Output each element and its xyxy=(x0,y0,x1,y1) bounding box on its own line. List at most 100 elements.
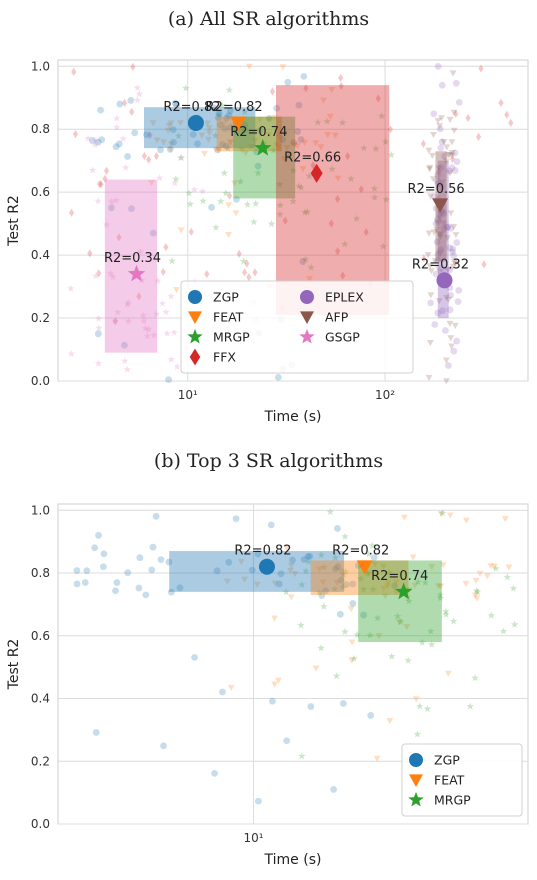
chart-1-point-zgp xyxy=(232,515,240,523)
chart-0-ytick-label: 1.0 xyxy=(31,59,50,73)
chart-0-point-afp xyxy=(426,164,434,171)
chart-1-median-zgp xyxy=(258,558,275,575)
chart-1-point-mrgp xyxy=(320,602,328,610)
chart-0-ytick-label: 0.4 xyxy=(31,248,50,262)
chart-0-point-afp xyxy=(428,152,436,160)
chart-1-point-mrgp xyxy=(341,567,350,575)
chart-0-point-afp xyxy=(431,258,439,265)
chart-0-point-zgp xyxy=(173,101,181,109)
chart-0-point-eplex xyxy=(451,149,459,157)
chart-1-ytick-label: 0.2 xyxy=(31,754,50,768)
chart-0-point-mrgp xyxy=(370,193,379,201)
chart-0-point-gsgp xyxy=(88,166,97,174)
chart-0-point-afp xyxy=(449,70,457,77)
chart-0-point-ffx xyxy=(130,62,136,71)
chart-0-point-gsgp xyxy=(163,329,171,337)
chart-1-point-zgp xyxy=(135,584,143,592)
chart-0-point-mrgp xyxy=(382,195,391,203)
chart-0-annotation-afp: R2=0.56 xyxy=(408,182,465,197)
chart-1-box-zgp xyxy=(169,551,345,592)
chart-1-point-feat xyxy=(505,564,513,571)
chart-1-box-mrgp xyxy=(358,560,442,643)
chart-0-point-gsgp xyxy=(141,324,150,332)
chart-1-point-mrgp xyxy=(368,541,376,549)
chart-0-point-eplex xyxy=(446,266,454,274)
chart-0-legend-marker-mrgp xyxy=(187,328,203,344)
chart-0-point-afp xyxy=(438,115,445,122)
chart-0-point-eplex xyxy=(450,347,458,355)
chart-1-point-zgp xyxy=(142,591,150,599)
chart-1-point-feat xyxy=(223,578,231,585)
chart-0-point-zgp xyxy=(284,78,292,86)
chart-0-point-gsgp xyxy=(113,123,121,131)
chart-0-point-ffx xyxy=(153,151,160,161)
chart-0-point-zgp xyxy=(300,72,308,80)
chart-0-point-eplex xyxy=(437,144,445,152)
chart-0-iqr-boxes xyxy=(104,85,449,353)
chart-0-point-mrgp xyxy=(301,255,310,263)
chart-0-point-eplex xyxy=(439,266,447,273)
chart-0-point-afp xyxy=(440,220,448,227)
chart-0-point-afp xyxy=(446,320,454,328)
chart-1-median-feat xyxy=(356,560,373,575)
chart-0-point-gsgp xyxy=(67,284,75,292)
chart-0-point-feat xyxy=(225,232,232,239)
chart-1-point-feat xyxy=(403,624,411,631)
chart-1-legend-frame xyxy=(401,743,523,817)
chart-1-point-mrgp xyxy=(499,627,508,635)
chart-0-point-mrgp xyxy=(212,223,220,231)
chart-0-point-afp xyxy=(436,234,444,241)
chart-0-point-zgp xyxy=(124,153,131,160)
chart-0-point-mrgp xyxy=(281,128,289,136)
chart-1-point-feat xyxy=(287,594,295,601)
chart-1-point-mrgp xyxy=(373,614,382,622)
chart-0-point-feat xyxy=(198,132,206,139)
chart-0-point-feat xyxy=(245,63,253,70)
chart-0-annotation-feat: R2=0.82 xyxy=(206,100,263,115)
chart-1-point-mrgp xyxy=(331,553,340,561)
chart-0-point-mrgp xyxy=(276,210,284,218)
chart-0-legend-label-feat: FEAT xyxy=(213,310,244,325)
chart-0-point-ffx xyxy=(246,273,252,282)
chart-0-point-ffx xyxy=(104,166,110,175)
chart-0-point-zgp xyxy=(143,131,150,139)
chart-0-point-gsgp xyxy=(150,331,158,339)
chart-1-point-mrgp xyxy=(366,631,374,639)
chart-1-point-zgp xyxy=(213,567,221,575)
chart-0-point-feat xyxy=(205,125,213,132)
chart-1-point-zgp xyxy=(337,576,345,584)
chart-0-point-gsgp xyxy=(119,134,127,142)
chart-0-point-afp xyxy=(425,147,433,154)
chart-0-point-ffx xyxy=(136,292,142,301)
chart-1-point-feat xyxy=(371,561,379,568)
chart-0-point-mrgp xyxy=(301,208,309,216)
chart-0-point-feat xyxy=(212,146,220,153)
chart-0-point-gsgp xyxy=(111,317,119,325)
chart-0-point-afp xyxy=(435,165,443,172)
chart-0-point-mrgp xyxy=(341,240,349,248)
chart-0-point-ffx xyxy=(375,94,381,103)
chart-1-point-zgp xyxy=(332,565,339,573)
chart-0-point-gsgp xyxy=(171,179,179,187)
chart-0-point-afp xyxy=(424,252,432,259)
chart-0-point-gsgp xyxy=(198,187,207,195)
chart-1-point-zgp xyxy=(306,553,314,560)
chart-0-point-afp xyxy=(434,265,442,272)
chart-0-point-afp xyxy=(448,139,456,146)
chart-a-title: (a) All SR algorithms xyxy=(167,8,370,30)
chart-0-point-eplex xyxy=(432,220,440,228)
chart-1-point-feat xyxy=(253,581,261,588)
chart-1-point-mrgp xyxy=(413,730,422,738)
chart-1-point-zgp xyxy=(100,550,108,558)
chart-0-point-mrgp xyxy=(289,197,297,205)
chart-1-point-mrgp xyxy=(385,568,393,576)
chart-0-point-gsgp xyxy=(135,90,143,98)
chart-0-point-eplex xyxy=(449,248,456,256)
chart-0-point-eplex xyxy=(434,218,442,225)
chart-0-point-zgp xyxy=(241,121,249,129)
chart-0-point-feat xyxy=(225,202,233,209)
chart-0-legend-frame xyxy=(180,280,414,374)
chart-0-point-zgp xyxy=(227,123,234,131)
chart-1-point-mrgp xyxy=(509,584,518,592)
chart-1-point-feat xyxy=(227,684,235,691)
